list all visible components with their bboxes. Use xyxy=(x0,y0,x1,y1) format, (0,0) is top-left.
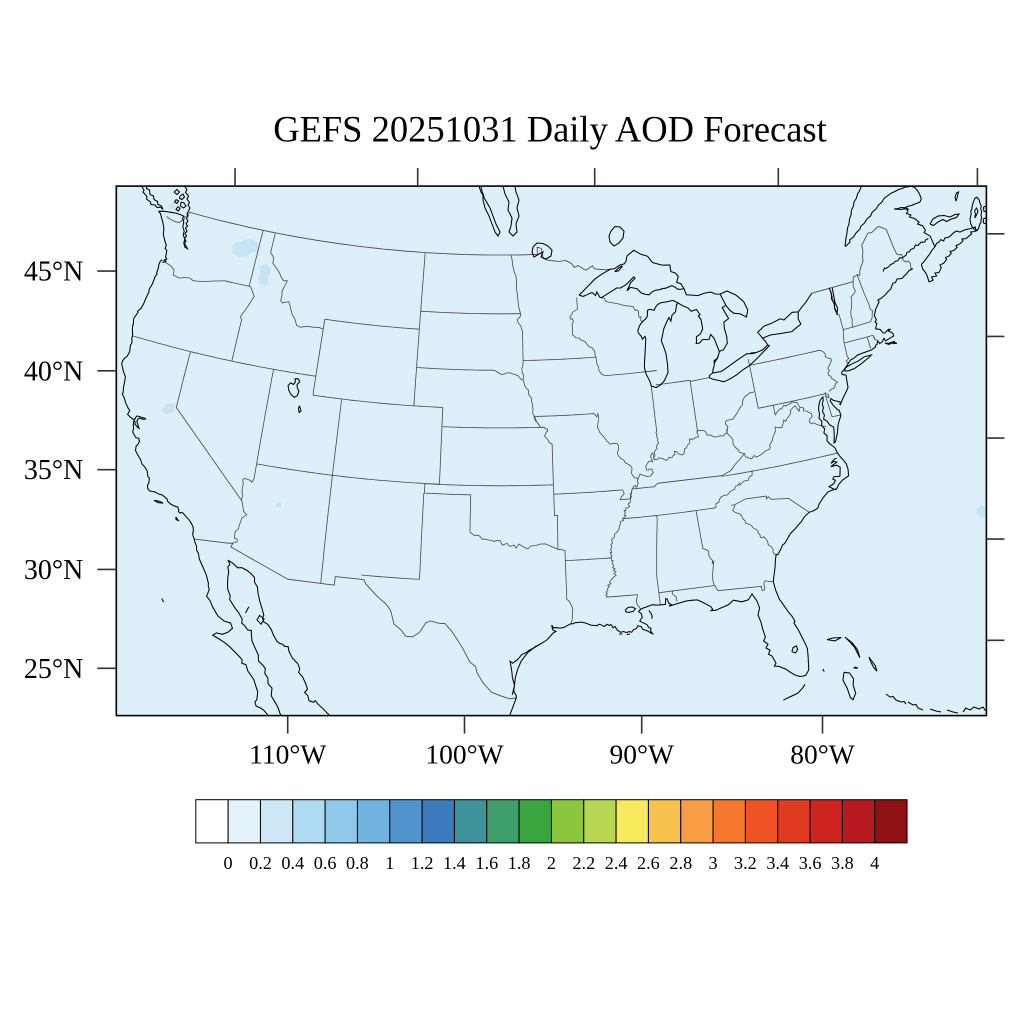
svg-text:30°N: 30°N xyxy=(24,555,83,586)
svg-text:100°W: 100°W xyxy=(425,739,503,770)
svg-text:3: 3 xyxy=(709,853,718,873)
svg-text:4: 4 xyxy=(870,853,879,873)
svg-text:GEFS 20251031 Daily AOD Foreca: GEFS 20251031 Daily AOD Forecast xyxy=(273,109,827,150)
svg-text:35°N: 35°N xyxy=(24,455,83,486)
svg-text:3.8: 3.8 xyxy=(831,853,854,873)
svg-text:0: 0 xyxy=(224,853,233,873)
svg-text:45°N: 45°N xyxy=(24,257,83,288)
svg-text:2.2: 2.2 xyxy=(572,853,595,873)
svg-text:2: 2 xyxy=(547,853,556,873)
svg-text:1.2: 1.2 xyxy=(411,853,434,873)
svg-text:90°W: 90°W xyxy=(609,739,673,770)
svg-text:3.4: 3.4 xyxy=(766,853,789,873)
svg-text:2.4: 2.4 xyxy=(605,853,628,873)
svg-text:1.6: 1.6 xyxy=(475,853,498,873)
svg-text:1: 1 xyxy=(385,853,394,873)
svg-text:0.6: 0.6 xyxy=(314,853,337,873)
svg-text:1.4: 1.4 xyxy=(443,853,466,873)
svg-text:3.2: 3.2 xyxy=(734,853,757,873)
svg-text:3.6: 3.6 xyxy=(799,853,822,873)
svg-text:80°W: 80°W xyxy=(790,739,854,770)
svg-text:0.2: 0.2 xyxy=(249,853,272,873)
svg-text:25°N: 25°N xyxy=(24,654,83,685)
svg-text:110°W: 110°W xyxy=(249,739,326,770)
svg-text:2.8: 2.8 xyxy=(669,853,692,873)
svg-text:0.8: 0.8 xyxy=(346,853,369,873)
svg-text:40°N: 40°N xyxy=(24,356,83,387)
svg-text:2.6: 2.6 xyxy=(637,853,660,873)
svg-text:1.8: 1.8 xyxy=(508,853,531,873)
svg-text:0.4: 0.4 xyxy=(281,853,304,873)
